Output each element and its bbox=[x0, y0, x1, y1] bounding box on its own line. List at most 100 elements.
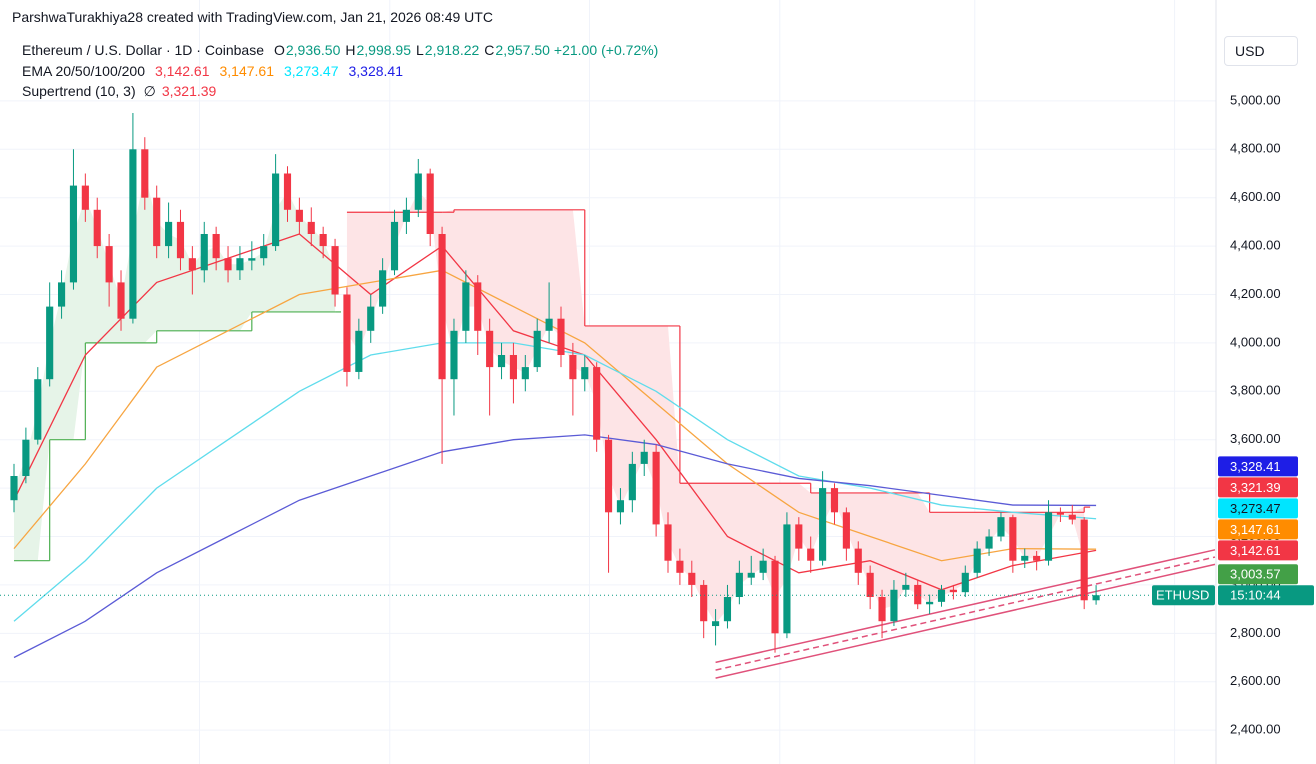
candle-body bbox=[200, 233, 208, 271]
price-tag bbox=[1218, 498, 1298, 519]
candle-body bbox=[771, 560, 779, 634]
candle-body bbox=[260, 246, 268, 259]
candle-body bbox=[807, 548, 815, 561]
y-tick-label: 5,000.00 bbox=[1230, 92, 1281, 107]
candle-body bbox=[46, 306, 54, 380]
candle-body bbox=[569, 355, 577, 380]
ema-line bbox=[13, 342, 1097, 622]
candle-body bbox=[509, 355, 517, 380]
candle-body bbox=[854, 548, 862, 573]
candle-body bbox=[165, 221, 173, 247]
candle-body bbox=[390, 221, 399, 271]
symbol-title: Ethereum / U.S. Dollar · 1D · Coinbase bbox=[22, 42, 264, 58]
currency-button[interactable]: USD bbox=[1224, 36, 1298, 66]
attribution: ParshwaTurakhiya28 created with TradingV… bbox=[12, 9, 493, 25]
candle-body bbox=[1021, 555, 1029, 561]
y-tick-label: 4,400.00 bbox=[1230, 238, 1281, 253]
candle-body bbox=[973, 548, 981, 573]
candle-body bbox=[664, 524, 672, 561]
ema-value: 3,147.61 bbox=[219, 63, 275, 79]
price-tag-label: 3,328.41 bbox=[1230, 459, 1281, 474]
candle-body bbox=[961, 572, 969, 593]
candle-body bbox=[414, 173, 422, 210]
price-tag bbox=[1218, 564, 1298, 585]
candle-body bbox=[723, 597, 732, 622]
ohlc-value: 2,957.50 bbox=[495, 42, 550, 58]
price-tag bbox=[1218, 519, 1298, 540]
ema-value: 3,273.47 bbox=[284, 63, 339, 79]
y-tick-label: 2,600.00 bbox=[1230, 673, 1281, 688]
candle-body bbox=[307, 221, 315, 234]
candle-body bbox=[105, 246, 113, 283]
y-tick-label: 2,400.00 bbox=[1230, 722, 1281, 737]
candle-body bbox=[830, 488, 839, 513]
y-tick-label: 3,600.00 bbox=[1230, 431, 1281, 446]
candle-body bbox=[1080, 519, 1088, 601]
candle-body bbox=[521, 367, 529, 380]
candle-body bbox=[1068, 514, 1076, 520]
ohlc-value: 2,936.50 bbox=[285, 42, 341, 58]
price-tag-label: 3,273.47 bbox=[1230, 501, 1281, 516]
candle-body bbox=[438, 233, 446, 380]
ema-title: EMA 20/50/100/200 bbox=[22, 63, 145, 79]
ohlc-value: 2,998.95 bbox=[356, 42, 412, 58]
candle-body bbox=[283, 173, 292, 210]
candle-body bbox=[949, 589, 957, 593]
candle-body bbox=[331, 246, 339, 295]
candle-body bbox=[93, 209, 101, 247]
candle-body bbox=[985, 536, 993, 549]
candle-body bbox=[842, 512, 850, 549]
countdown: 15:10:44 bbox=[1230, 588, 1281, 603]
ema-legend: EMA 20/50/100/200 3,142.61 3,147.61 3,273.… bbox=[22, 63, 403, 79]
candle-body bbox=[34, 379, 42, 440]
candle-body bbox=[129, 149, 137, 319]
candle-body bbox=[355, 330, 363, 372]
candle-body bbox=[640, 451, 648, 464]
candle-body bbox=[628, 463, 636, 501]
candle-body bbox=[652, 451, 660, 525]
ohlc-key: L bbox=[416, 42, 424, 58]
price-tag bbox=[1218, 456, 1298, 477]
candle-body bbox=[319, 233, 327, 247]
y-tick-label: 4,600.00 bbox=[1230, 189, 1281, 204]
candle-body bbox=[1056, 512, 1064, 515]
y-tick-label: 4,000.00 bbox=[1230, 334, 1281, 349]
candle-body bbox=[735, 572, 743, 598]
candle-body bbox=[474, 282, 482, 331]
price-axis bbox=[1216, 0, 1316, 764]
candle-body bbox=[69, 185, 78, 283]
price-tag bbox=[1218, 540, 1298, 561]
candle-body bbox=[688, 572, 696, 585]
supertrend-fill bbox=[346, 191, 1085, 624]
y-tick-label: 4,800.00 bbox=[1230, 141, 1281, 156]
candle-body bbox=[272, 173, 280, 247]
change-pct: (+0.72%) bbox=[601, 42, 659, 58]
ohlc-key: O bbox=[273, 42, 285, 58]
candle-body bbox=[866, 572, 874, 598]
ohlc: O 2,936.50 H 2,998.95 L 2,918.22 C 2,957.50 bbox=[274, 42, 550, 58]
candle-body bbox=[486, 330, 494, 368]
price-tag-label: 3,147.61 bbox=[1230, 522, 1281, 537]
candle-body bbox=[22, 439, 30, 477]
ohlc-value: 2,918.22 bbox=[424, 42, 480, 58]
candle-body bbox=[712, 621, 720, 627]
candle-body bbox=[890, 589, 898, 622]
candle-body bbox=[212, 233, 220, 259]
y-tick-label: 2,800.00 bbox=[1230, 625, 1281, 640]
supertrend-symbol: ∅ bbox=[143, 83, 156, 99]
candle-body bbox=[914, 584, 922, 605]
candle-body bbox=[533, 330, 541, 368]
candle-body bbox=[1092, 595, 1100, 601]
candle-body bbox=[10, 476, 18, 501]
candle-body bbox=[937, 589, 946, 602]
supertrend-title: Supertrend (10, 3) bbox=[22, 83, 136, 99]
candle-body bbox=[153, 197, 161, 247]
candle-body bbox=[783, 524, 791, 634]
price-tag bbox=[1218, 477, 1298, 498]
candle-body bbox=[450, 330, 458, 380]
candle-body bbox=[1044, 512, 1053, 561]
symbol-tag bbox=[1152, 585, 1215, 606]
change: +21.00 bbox=[553, 42, 598, 58]
ohlc-key: C bbox=[484, 42, 495, 58]
